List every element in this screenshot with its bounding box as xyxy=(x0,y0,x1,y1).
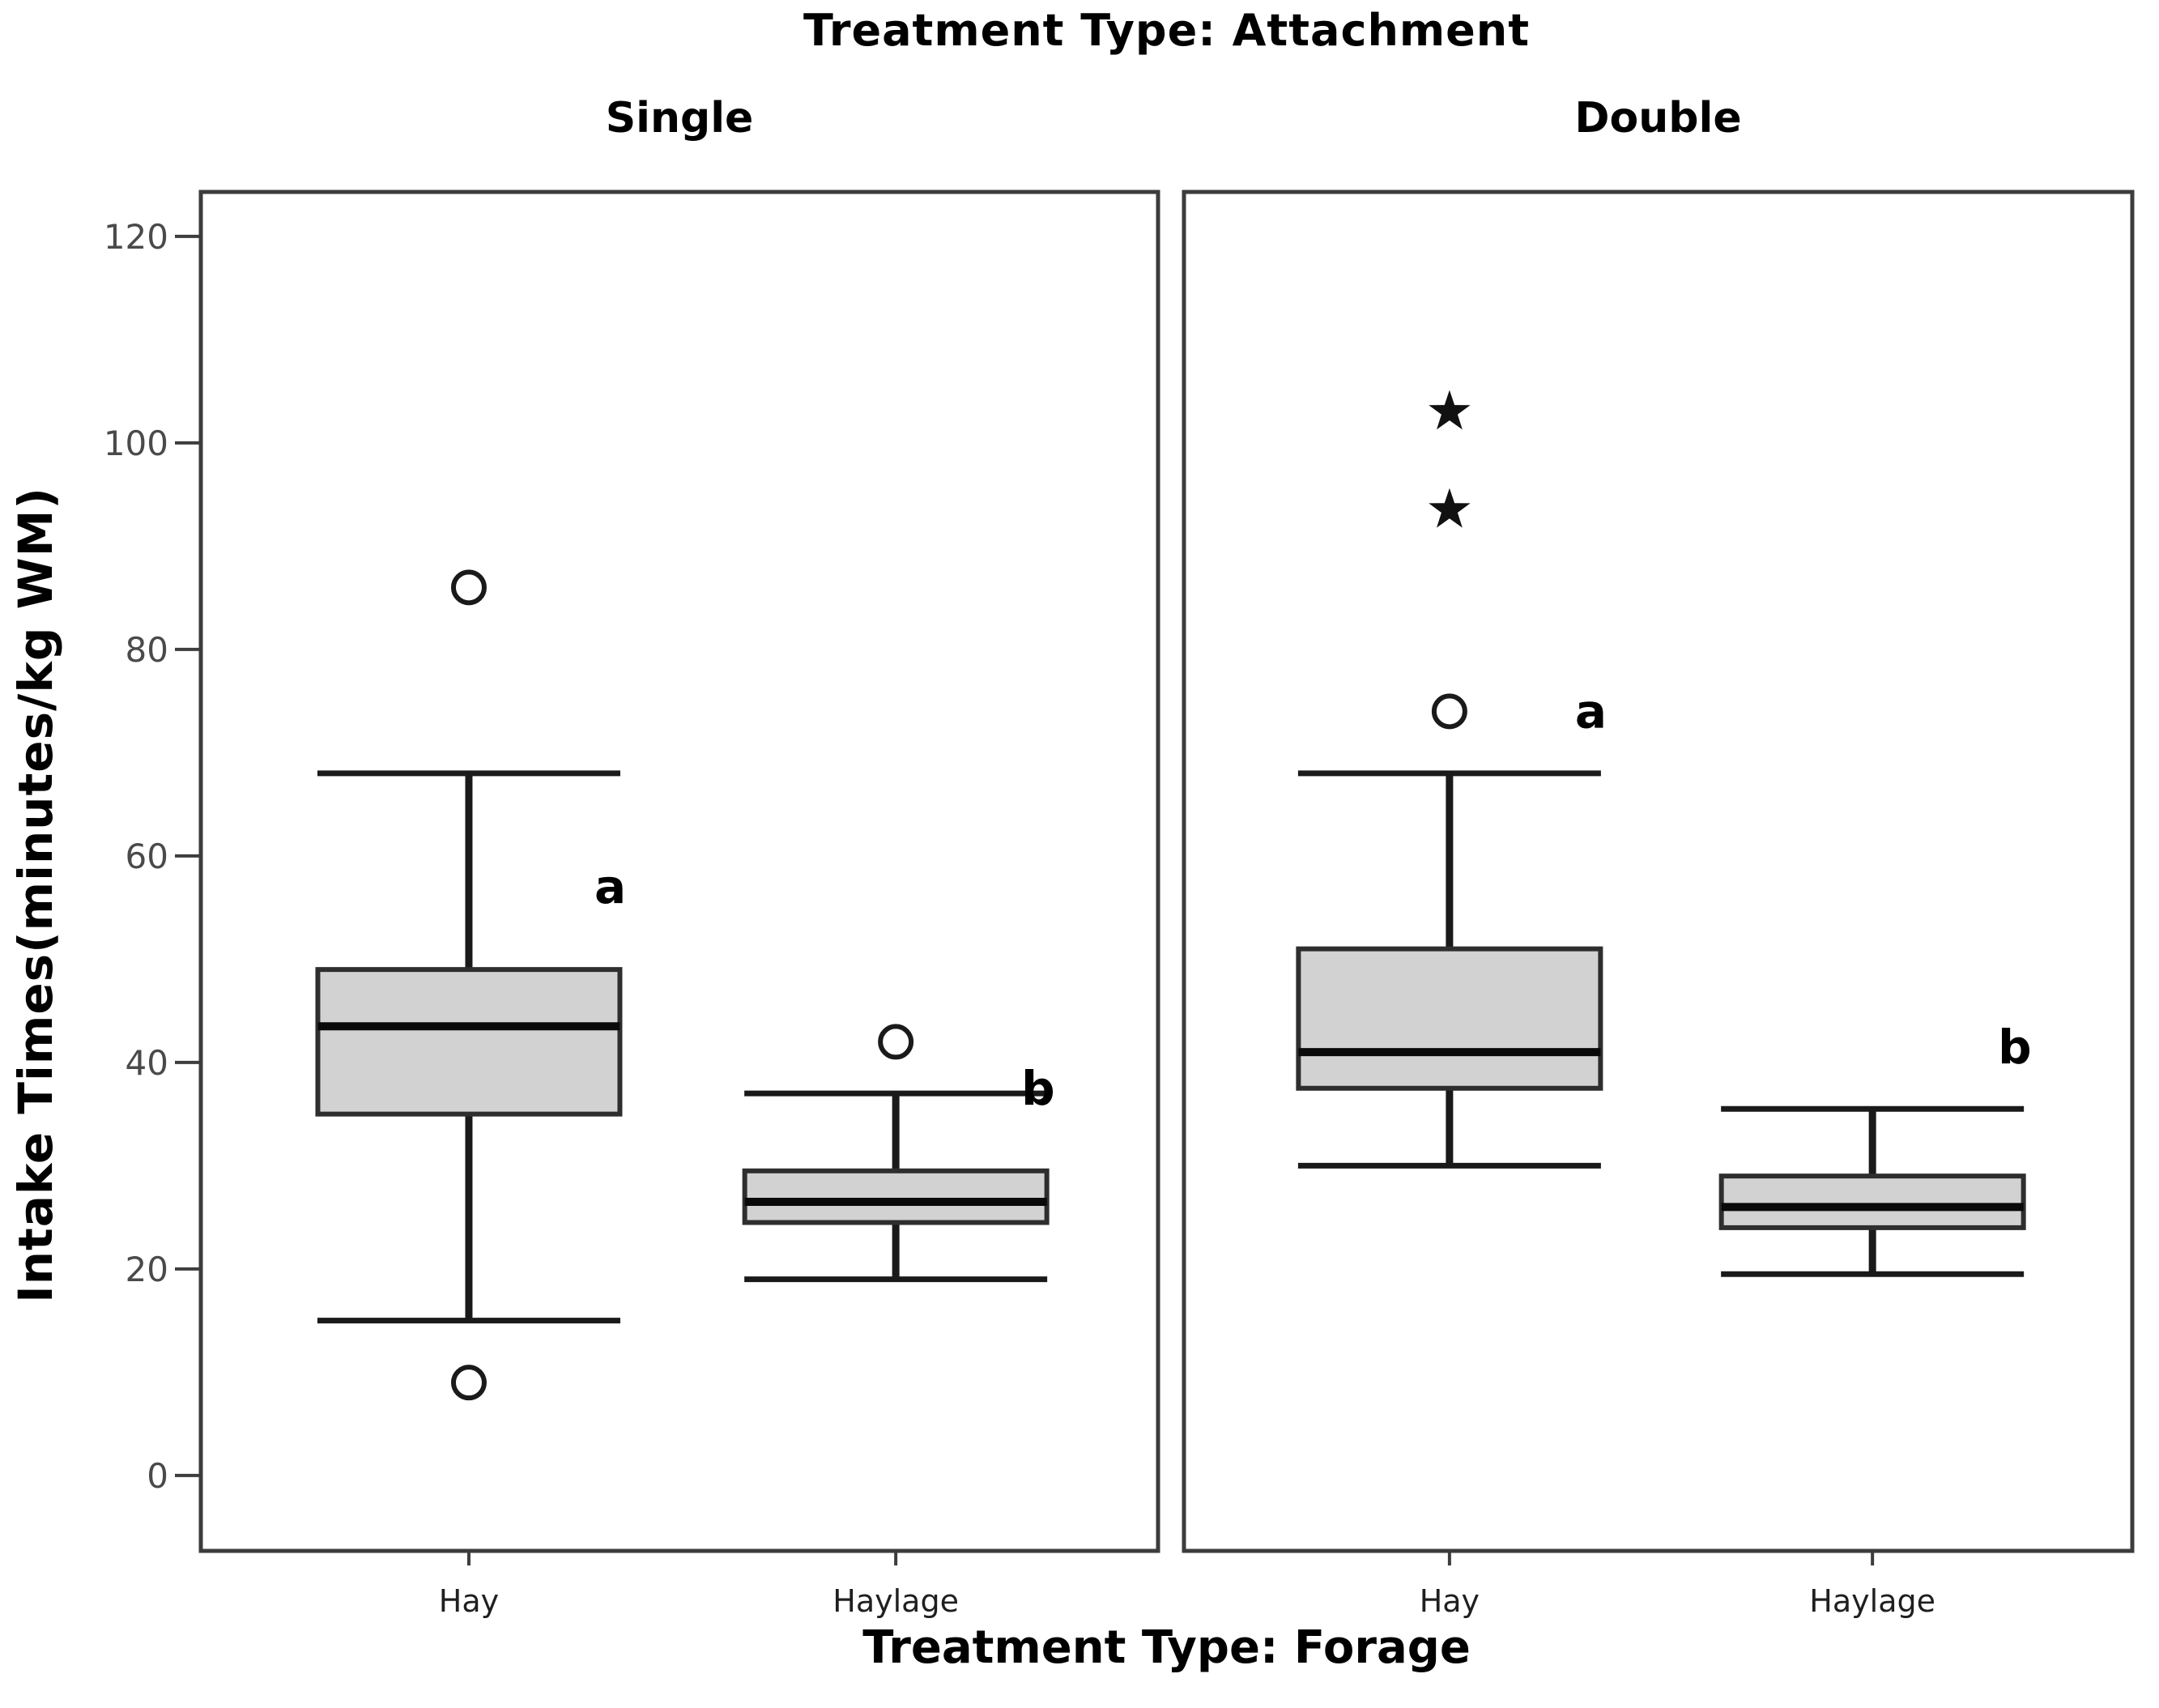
extreme-star-double-hay xyxy=(1429,390,1471,430)
y-tick-label: 120 xyxy=(104,217,168,257)
y-tick-label: 20 xyxy=(126,1250,168,1289)
category-label-double-haylage: Haylage xyxy=(1809,1583,1935,1619)
category-label-single-haylage: Haylage xyxy=(833,1583,959,1619)
y-tick-label: 80 xyxy=(126,630,168,670)
y-tick-label: 100 xyxy=(104,424,168,463)
panel-border-double xyxy=(1182,190,2135,1553)
outlier-circle-double-hay xyxy=(1431,693,1467,730)
y-tick-label: 40 xyxy=(126,1043,168,1083)
box-double-haylage xyxy=(1718,1173,2026,1230)
box-double-hay xyxy=(1296,946,1603,1091)
box-single-hay xyxy=(315,967,623,1117)
box-single-haylage xyxy=(742,1168,1050,1225)
category-label-single-hay: Hay xyxy=(439,1583,499,1619)
category-label-double-hay: Hay xyxy=(1420,1583,1480,1619)
sig-letter-single-hay: a xyxy=(594,859,626,914)
y-tick-label: 60 xyxy=(126,837,168,876)
chart-title: Treatment Type: Attachment xyxy=(803,5,1531,56)
sig-letter-double-haylage: b xyxy=(1998,1020,2032,1075)
outlier-circle-single-hay xyxy=(450,569,487,606)
y-tick-label: 0 xyxy=(147,1456,168,1496)
panel-label-single: Single xyxy=(605,94,754,143)
sig-letter-double-hay: a xyxy=(1575,684,1607,739)
outlier-circle-single-hay xyxy=(450,1365,487,1401)
extreme-star-double-hay xyxy=(1429,488,1471,528)
sig-letter-single-haylage: b xyxy=(1021,1061,1055,1116)
panel-label-double: Double xyxy=(1574,94,1742,143)
x-axis-title: Treatment Type: Forage xyxy=(862,1621,1471,1674)
outlier-circle-single-haylage xyxy=(878,1024,914,1060)
panel-border-single xyxy=(198,190,1160,1553)
